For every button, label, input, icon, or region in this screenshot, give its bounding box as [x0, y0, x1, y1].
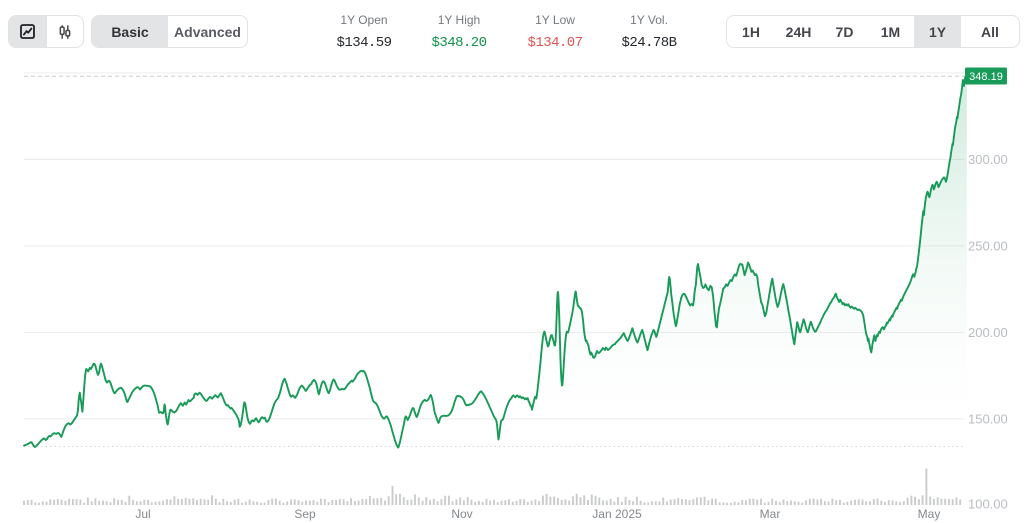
svg-text:Sep: Sep: [294, 507, 316, 521]
svg-text:200.00: 200.00: [968, 325, 1008, 340]
svg-text:250.00: 250.00: [968, 239, 1008, 254]
svg-text:May: May: [918, 507, 941, 521]
svg-text:348.19: 348.19: [969, 71, 1003, 83]
svg-text:Nov: Nov: [451, 507, 472, 521]
svg-text:Mar: Mar: [760, 507, 781, 521]
svg-text:Jul: Jul: [135, 507, 150, 521]
svg-text:Jan 2025: Jan 2025: [592, 507, 642, 521]
svg-text:300.00: 300.00: [968, 152, 1008, 167]
svg-text:100.00: 100.00: [968, 497, 1008, 512]
svg-text:150.00: 150.00: [968, 412, 1008, 427]
